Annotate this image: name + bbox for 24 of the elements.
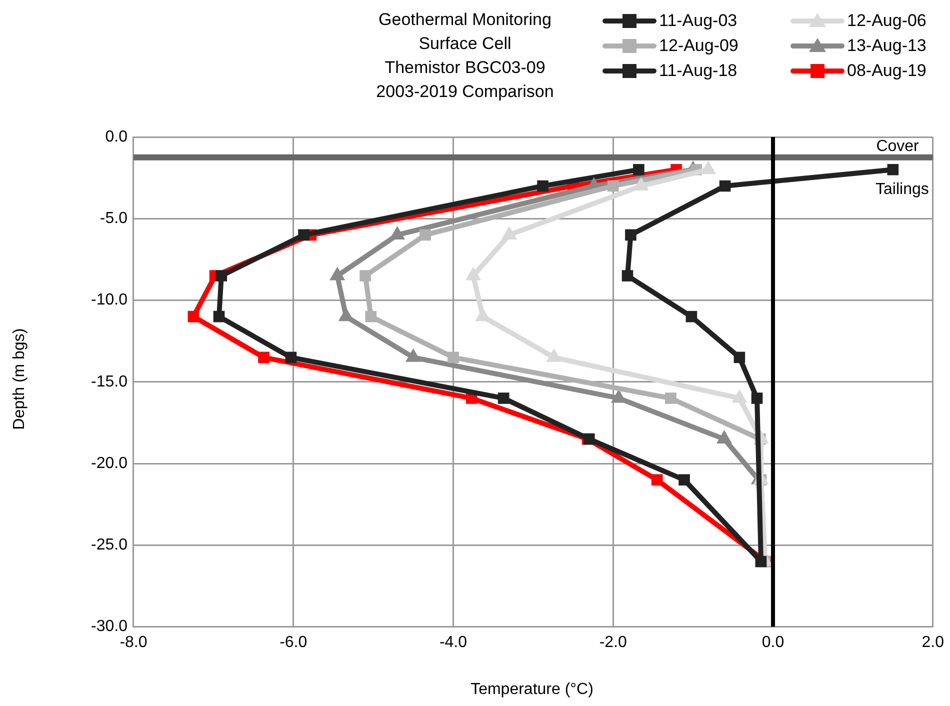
y-tick-label: -5.0 — [100, 210, 128, 228]
x-tick-label: -8.0 — [120, 634, 148, 651]
legend-label: 12-Aug-06 — [847, 10, 926, 32]
y-tick-label: -10.0 — [91, 292, 128, 309]
x-tick-label: -6.0 — [280, 634, 308, 651]
y-axis-title: Depth (m bgs) — [11, 328, 29, 430]
y-tick-label: -15.0 — [91, 373, 128, 390]
legend-label: 11-Aug-18 — [659, 60, 738, 82]
legend-label: 13-Aug-13 — [847, 35, 926, 57]
legend-label: 08-Aug-19 — [847, 60, 926, 82]
y-tick-label: -20.0 — [91, 454, 128, 472]
y-tick-label: -30.0 — [91, 618, 128, 636]
x-tick-label: 2.0 — [922, 634, 944, 651]
y-tick-label: -25.0 — [91, 536, 128, 554]
y-tick-label: 0.0 — [105, 128, 128, 146]
legend-label: 11-Aug-03 — [659, 10, 738, 32]
ref-line-label: Cover — [876, 138, 920, 155]
legend-label: 12-Aug-09 — [659, 35, 738, 57]
x-axis-title: Temperature (°C) — [470, 681, 594, 699]
x-tick-label: -2.0 — [599, 634, 627, 651]
x-tick-label: -4.0 — [439, 634, 468, 651]
chart-title: Geothermal Monitoring Surface Cell Themistor BGC03-09 2003-2019 Comparison — [375, 9, 555, 103]
x-tick-label: 0.0 — [762, 634, 784, 651]
annotation: Tailings — [876, 180, 929, 198]
